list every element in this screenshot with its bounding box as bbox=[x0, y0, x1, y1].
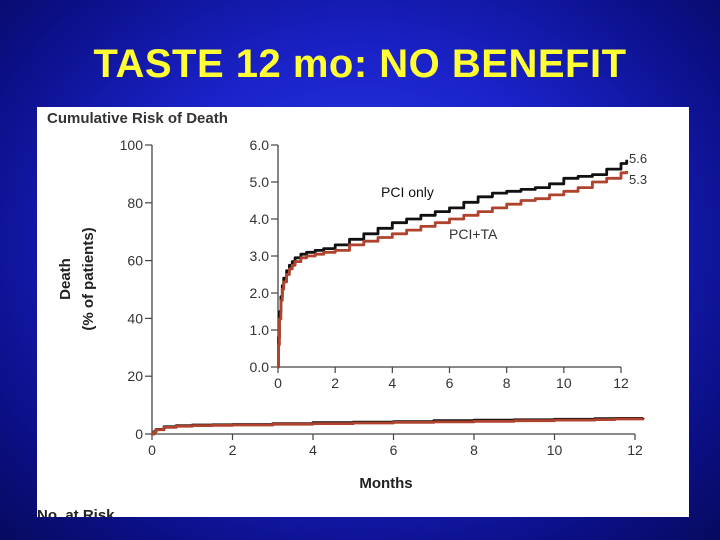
inset-series-pci-ta bbox=[277, 170, 629, 369]
figure-panel: Cumulative Risk of Death Death (% of pat… bbox=[37, 107, 689, 517]
inset-x-tick-label: 2 bbox=[331, 375, 339, 391]
main-x-tick-label: 6 bbox=[390, 442, 398, 458]
main-y-tick-label: 20 bbox=[127, 368, 143, 384]
main-x-tick-label: 12 bbox=[627, 442, 643, 458]
main-y-tick-label: 80 bbox=[127, 195, 143, 211]
inset-lines bbox=[277, 159, 629, 369]
inset-y-tick-label: 4.0 bbox=[250, 211, 270, 227]
inset-x-tick-label: 10 bbox=[556, 375, 572, 391]
inset-label-pci-ta: PCI+TA bbox=[449, 226, 498, 242]
main-y-tick-label: 100 bbox=[120, 137, 144, 153]
main-y-tick-label: 40 bbox=[127, 310, 143, 326]
inset-axes: 0.0 1.0 2.0 3.0 4.0 5.0 6.0 0 2 4 6 8 10 12 bbox=[250, 137, 629, 391]
x-axis-label: Months bbox=[359, 475, 412, 492]
chart-title: Cumulative Risk of Death bbox=[47, 110, 228, 127]
inset-end-value-pci-only: 5.6 bbox=[629, 151, 647, 166]
main-x-tick-label: 2 bbox=[229, 442, 237, 458]
inset-x-tick-label: 4 bbox=[388, 375, 396, 391]
main-series-pci-ta bbox=[152, 417, 645, 436]
main-x-tick-label: 4 bbox=[309, 442, 317, 458]
inset-y-tick-label: 1.0 bbox=[250, 322, 270, 338]
inset-y-tick-label: 2.0 bbox=[250, 285, 270, 301]
main-x-tick-label: 8 bbox=[470, 442, 478, 458]
inset-label-pci-only: PCI only bbox=[381, 184, 434, 200]
cumulative-risk-chart: Cumulative Risk of Death Death (% of pat… bbox=[37, 110, 647, 517]
inset-x-tick-label: 8 bbox=[503, 375, 511, 391]
main-y-tick-label: 60 bbox=[127, 253, 143, 269]
inset-y-tick-label: 0.0 bbox=[250, 359, 270, 375]
main-lines bbox=[152, 417, 645, 436]
slide-title: TASTE 12 mo: NO BENEFIT bbox=[93, 42, 627, 86]
main-x-tick-label: 10 bbox=[547, 442, 563, 458]
inset-x-tick-label: 6 bbox=[446, 375, 454, 391]
main-x-tick-label: 0 bbox=[148, 442, 156, 458]
inset-x-tick-label: 12 bbox=[613, 375, 629, 391]
inset-y-tick-label: 3.0 bbox=[250, 248, 270, 264]
inset-y-tick-label: 6.0 bbox=[250, 137, 270, 153]
y-axis-label-line1: Death bbox=[57, 258, 74, 300]
risk-table-header: No. at Risk bbox=[37, 507, 115, 517]
inset-x-tick-label: 0 bbox=[274, 375, 282, 391]
inset-y-tick-label: 5.0 bbox=[250, 174, 270, 190]
main-y-tick-label: 0 bbox=[135, 426, 143, 442]
inset-end-value-pci-ta: 5.3 bbox=[629, 172, 647, 187]
y-axis-label-line2: (% of patients) bbox=[80, 227, 97, 330]
